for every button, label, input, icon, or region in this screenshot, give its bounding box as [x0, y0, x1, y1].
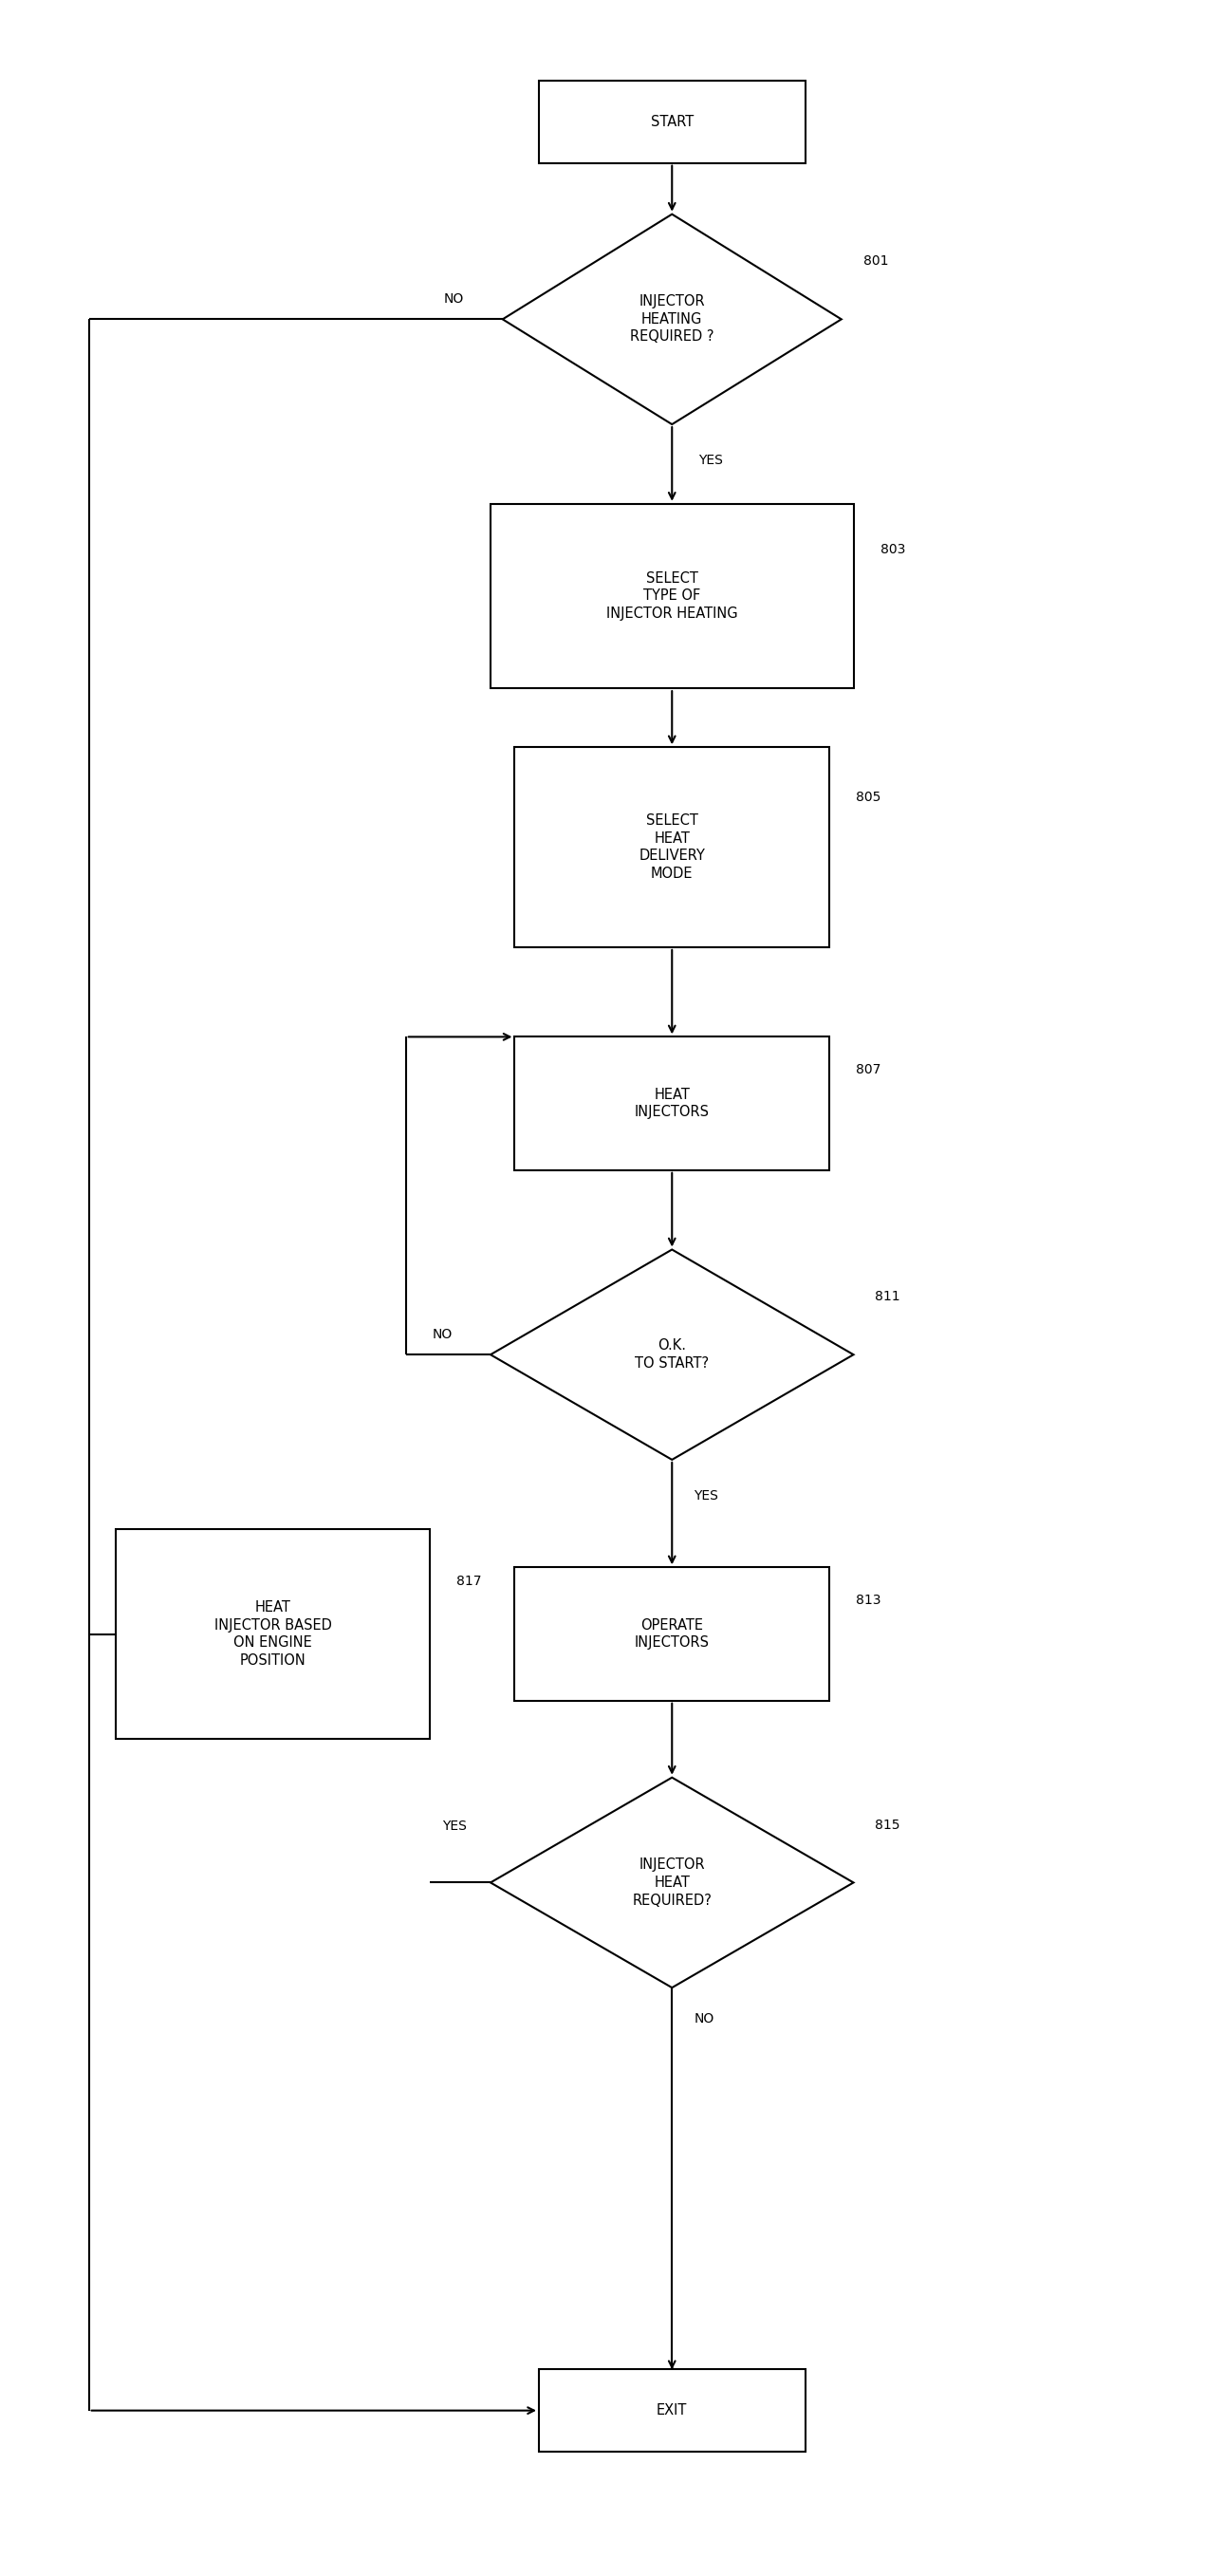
Text: O.K.
TO START?: O.K. TO START?	[635, 1340, 709, 1370]
Text: 803: 803	[881, 544, 905, 556]
Text: YES: YES	[442, 1819, 466, 1834]
Text: YES: YES	[693, 1489, 718, 1502]
Text: SELECT
TYPE OF
INJECTOR HEATING: SELECT TYPE OF INJECTOR HEATING	[607, 572, 737, 621]
FancyBboxPatch shape	[539, 80, 805, 162]
Text: EXIT: EXIT	[657, 2403, 687, 2419]
FancyBboxPatch shape	[115, 1530, 430, 1739]
Text: 805: 805	[856, 791, 881, 804]
Text: HEAT
INJECTORS: HEAT INJECTORS	[635, 1087, 709, 1121]
Text: NO: NO	[444, 291, 465, 307]
Text: 811: 811	[876, 1291, 900, 1303]
Text: INJECTOR
HEAT
REQUIRED?: INJECTOR HEAT REQUIRED?	[632, 1857, 712, 1906]
Text: YES: YES	[698, 453, 723, 466]
Polygon shape	[503, 214, 841, 425]
Text: 815: 815	[876, 1819, 900, 1832]
Text: NO: NO	[432, 1327, 453, 1340]
Text: 801: 801	[863, 255, 888, 268]
Text: OPERATE
INJECTORS: OPERATE INJECTORS	[635, 1618, 709, 1649]
Text: 807: 807	[856, 1064, 881, 1077]
FancyBboxPatch shape	[515, 747, 829, 948]
Polygon shape	[490, 1777, 854, 1989]
FancyBboxPatch shape	[515, 1038, 829, 1170]
FancyBboxPatch shape	[490, 505, 854, 688]
Text: INJECTOR
HEATING
REQUIRED ?: INJECTOR HEATING REQUIRED ?	[630, 294, 714, 345]
Text: 813: 813	[856, 1595, 881, 1607]
FancyBboxPatch shape	[515, 1566, 829, 1700]
Text: HEAT
INJECTOR BASED
ON ENGINE
POSITION: HEAT INJECTOR BASED ON ENGINE POSITION	[214, 1600, 331, 1667]
Polygon shape	[490, 1249, 854, 1461]
Text: NO: NO	[693, 2012, 714, 2025]
Text: START: START	[651, 116, 693, 129]
FancyBboxPatch shape	[539, 2370, 805, 2452]
Text: SELECT
HEAT
DELIVERY
MODE: SELECT HEAT DELIVERY MODE	[638, 814, 706, 881]
Text: 817: 817	[456, 1574, 482, 1587]
